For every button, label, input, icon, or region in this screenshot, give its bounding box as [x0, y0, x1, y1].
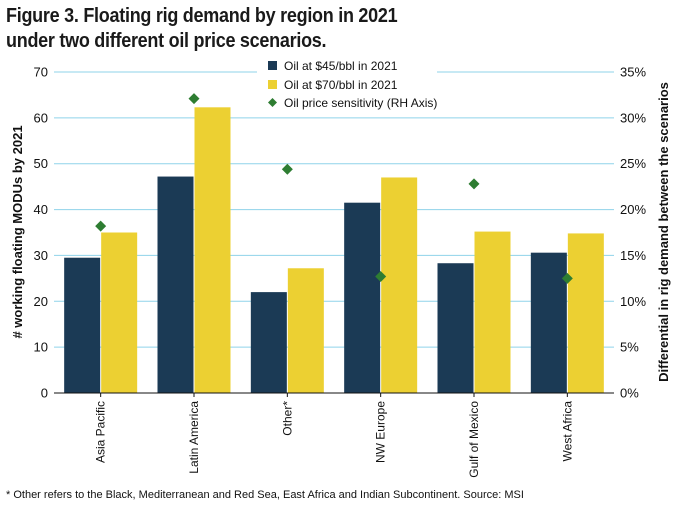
- legend-swatch-series-1: [268, 61, 277, 70]
- legend-background: [257, 60, 437, 116]
- y2-tick-label: 30%: [620, 110, 646, 125]
- bar-oil-45: [64, 257, 101, 393]
- footnote: * Other refers to the Black, Mediterrane…: [6, 489, 524, 501]
- bar-oil-70: [381, 177, 418, 393]
- y-tick-label: 30: [34, 248, 48, 263]
- bar-oil-70: [101, 232, 138, 393]
- y-tick-label: 10: [34, 340, 48, 355]
- sensitivity-marker: [375, 271, 387, 283]
- sensitivity-marker: [561, 272, 573, 284]
- bar-oil-45: [530, 252, 567, 393]
- legend: Oil at $45/bbl in 2021 Oil at $70/bbl in…: [257, 59, 437, 116]
- sensitivity-markers: [95, 93, 573, 284]
- chart-title-line-1: Figure 3. Floating rig demand by region …: [6, 5, 398, 27]
- x-tick-label: West Africa: [560, 401, 574, 462]
- x-tick-label: Asia Pacific: [94, 401, 108, 463]
- bar-oil-45: [344, 202, 381, 393]
- chart-title: Figure 3. Floating rig demand by region …: [6, 4, 438, 54]
- bar-oil-45: [157, 176, 194, 393]
- bar-oil-70: [567, 233, 604, 393]
- y2-tick-label: 25%: [620, 156, 646, 171]
- y-tick-label: 20: [34, 294, 48, 309]
- y2-axis-title: Differential in rig demand between the s…: [656, 82, 671, 382]
- legend-label-sensitivity: Oil price sensitivity (RH Axis): [284, 96, 437, 110]
- y2-tick-label: 10%: [620, 294, 646, 309]
- y-tick-label: 0: [41, 386, 48, 401]
- bar-oil-45: [250, 292, 287, 393]
- x-tick-label: Other*: [280, 401, 294, 436]
- bar-oil-70: [287, 268, 324, 393]
- bar-oil-70: [474, 231, 511, 393]
- x-axis-ticks: Asia Pacific Latin America Other* NW Europe…: [94, 393, 574, 478]
- y-tick-label: 70: [34, 65, 48, 80]
- y2-tick-label: 15%: [620, 248, 646, 263]
- y2-tick-label: 0%: [620, 386, 639, 401]
- x-tick-label: Gulf of Mexico: [467, 401, 481, 478]
- x-tick-label: Latin America: [187, 401, 201, 474]
- y-tick-label: 40: [34, 202, 48, 217]
- legend-swatch-series-2: [268, 80, 277, 89]
- bar-oil-70: [194, 107, 231, 393]
- y2-tick-label: 20%: [620, 202, 646, 217]
- x-tick-label: NW Europe: [374, 401, 388, 463]
- y2-tick-label: 5%: [620, 340, 639, 355]
- sensitivity-marker: [281, 163, 293, 175]
- legend-label-series-2: Oil at $70/bbl in 2021: [284, 78, 398, 92]
- y-axis-ticks: 0 10 20 30 40 50 60 70: [34, 65, 48, 401]
- sensitivity-marker: [188, 93, 200, 105]
- legend-swatch-sensitivity: [268, 98, 277, 107]
- bar-oil-45: [437, 263, 474, 393]
- y2-tick-label: 35%: [620, 65, 646, 80]
- y-tick-label: 50: [34, 156, 48, 171]
- legend-label-series-1: Oil at $45/bbl in 2021: [284, 59, 398, 73]
- y-tick-label: 60: [34, 110, 48, 125]
- bars: [64, 107, 604, 393]
- sensitivity-marker: [95, 220, 107, 232]
- y-axis-title: # working floating MODUs by 2021: [10, 125, 25, 338]
- chart-title-line-2: under two different oil price scenarios.: [6, 30, 327, 52]
- sensitivity-marker: [468, 178, 480, 190]
- y2-axis-ticks: 0% 5% 10% 15% 20% 25% 30% 35%: [620, 65, 646, 401]
